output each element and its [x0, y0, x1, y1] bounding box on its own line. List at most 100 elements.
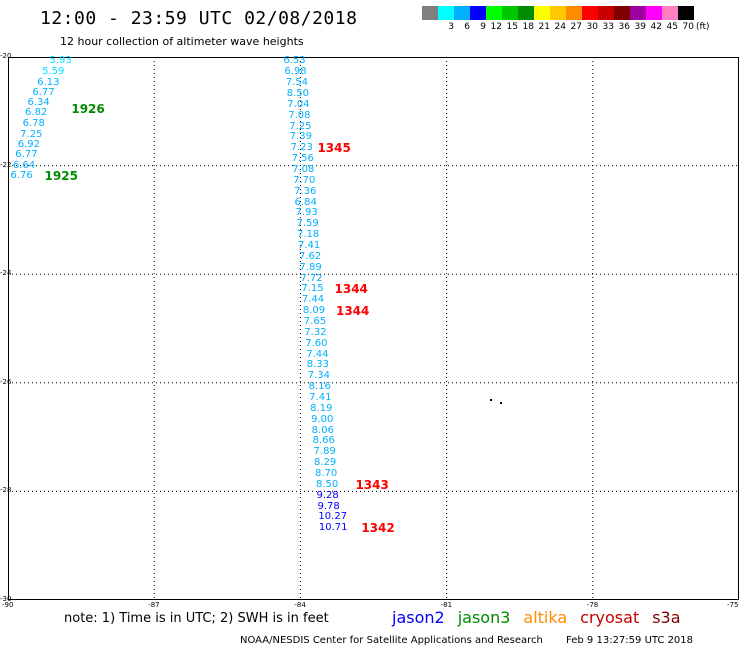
wave-height-value: 7.04: [287, 98, 310, 110]
footer: NOAA/NESDIS Center for Satellite Applica…: [240, 635, 713, 646]
color-swatch: [566, 6, 582, 20]
wave-height-value: 7.34: [307, 370, 330, 382]
pass-time-label: 1344: [335, 304, 370, 319]
wave-height-value: 6.34: [27, 97, 50, 109]
color-scale-label: 18: [522, 22, 534, 32]
legend-s3a: s3a: [652, 608, 681, 627]
color-scale-label: 12: [490, 22, 502, 32]
color-swatch: [582, 6, 598, 20]
wave-height-value: 7.23: [290, 142, 313, 154]
footer-credit: NOAA/NESDIS Center for Satellite Applica…: [240, 635, 543, 646]
color-swatch: [534, 6, 550, 20]
wave-height-value: 7.41: [309, 392, 332, 403]
pass-time-label: 1925: [44, 169, 78, 184]
wave-height-value: 7.32: [304, 326, 327, 338]
wave-height-value: 6.78: [22, 117, 45, 129]
latitude-tick-label: -30: [0, 595, 12, 603]
pass-time-label: 1345: [317, 141, 351, 156]
island-marker: [490, 399, 493, 402]
map-panel: -90 -87 -84 -81 -78 -75 -20 -22 -24 -26 -28 -30 5.93…: [0, 52, 739, 609]
pass-time-label: 1926: [71, 101, 105, 116]
wave-height-value: 7.93: [295, 207, 318, 219]
wave-height-value: 6.76: [10, 170, 33, 182]
wave-height-value: 7.72: [300, 272, 323, 284]
wave-height-value: 7.59: [296, 218, 319, 230]
pass-time-label: 1344: [334, 282, 368, 297]
legend-jason3: jason3: [457, 608, 511, 627]
color-swatch: [646, 6, 662, 20]
wave-height-value: 9.28: [316, 489, 339, 501]
wave-height-value: 7.39: [289, 131, 312, 143]
latitude-tick-label: -26: [0, 377, 12, 386]
longitude-tick-label: -84: [294, 601, 306, 609]
color-swatch: [550, 6, 566, 20]
wave-height-value: 7.15: [301, 283, 324, 295]
wave-height-value: 7.41: [297, 239, 321, 251]
legend-cryosat: cryosat: [580, 608, 640, 627]
legend-jason2: jason2: [392, 608, 445, 627]
wave-height-value: 7.56: [291, 153, 314, 165]
color-swatch: [486, 6, 502, 20]
wave-height-value: 7.25: [289, 120, 312, 132]
wave-height-value: 6.98: [284, 66, 307, 78]
latitude-tick-label: -28: [0, 486, 12, 495]
latitude-tick-label: -22: [0, 160, 12, 169]
wave-height-value: 7.60: [305, 337, 328, 349]
wave-height-value: 5.59: [42, 65, 65, 77]
wave-height-value: 6.53: [283, 55, 306, 67]
page-subtitle: 12 hour collection of altimeter wave hei…: [60, 35, 304, 48]
wave-height-value: 8.19: [310, 402, 333, 414]
wave-height-value: 8.50: [315, 478, 339, 490]
wave-height-value: 8.06: [311, 424, 334, 436]
wave-height-value: 7.70: [293, 174, 316, 186]
wave-height-value: 8.50: [286, 87, 310, 99]
color-scale-label: 9: [480, 22, 486, 32]
latitude-tick-label: -20: [0, 52, 12, 60]
wave-height-value: 7.89: [313, 446, 336, 458]
wave-height-value: 7.36: [294, 185, 317, 197]
pass-time-label: 1342: [361, 521, 395, 536]
wave-height-value: 6.84: [294, 196, 317, 208]
wave-height-value: 6.13: [37, 76, 60, 88]
color-swatch: [678, 6, 694, 20]
color-scale-label: 45: [666, 22, 678, 32]
wave-height-value: 7.65: [303, 315, 327, 327]
color-swatch: [614, 6, 630, 20]
wave-height-value: 7.18: [296, 229, 320, 241]
page-title: 12:00 - 23:59 UTC 02/08/2018: [40, 8, 358, 29]
legend-altika: altika: [523, 608, 568, 627]
longitude-tick-label: -78: [586, 601, 599, 609]
wave-height-value: 8.29: [314, 457, 337, 469]
wave-height-value: 6.82: [25, 107, 48, 119]
wave-height-value: 7.62: [298, 250, 322, 262]
wave-height-value: 8.16: [308, 381, 331, 393]
color-scale-label: 24: [554, 22, 566, 32]
wave-height-value: 7.89: [299, 261, 322, 273]
color-scale-label: 70: [682, 22, 694, 32]
color-scale-labels: 3 6 9 12 15 18 21 24 27 30 33 36 39 42 45 70 (ft): [422, 22, 718, 34]
wave-height-value: 8.09: [302, 305, 326, 317]
color-scale-label: 33: [602, 22, 614, 32]
map-border: [8, 57, 739, 600]
latitude-tick-label: -24: [0, 269, 12, 278]
longitude-tick-label: -87: [148, 601, 160, 609]
wave-height-value: 7.44: [306, 348, 329, 360]
color-scale-bar: [422, 6, 694, 20]
longitude-tick-label: -75: [727, 601, 739, 609]
color-scale-label: 15: [506, 22, 518, 32]
color-swatch: [470, 6, 486, 20]
longitude-tick-label: -90: [2, 601, 14, 609]
wave-height-value: 6.77: [32, 86, 55, 98]
longitude-tick-label: -81: [440, 601, 453, 609]
color-swatch: [438, 6, 454, 20]
mission-legend: jason2 jason3 altika cryosat s3a: [392, 608, 694, 627]
wave-height-value: 6.92: [17, 138, 40, 150]
wave-height-value: 7.54: [285, 77, 309, 89]
footer-timestamp: Feb 9 13:27:59 UTC 2018: [566, 635, 694, 646]
color-scale-label: 30: [586, 22, 598, 32]
wave-height-value: 6.77: [15, 149, 38, 161]
color-scale-label: 42: [650, 22, 662, 32]
wave-height-value: 5.93: [49, 55, 72, 67]
color-scale-label: 21: [538, 22, 550, 32]
color-swatch: [518, 6, 534, 20]
